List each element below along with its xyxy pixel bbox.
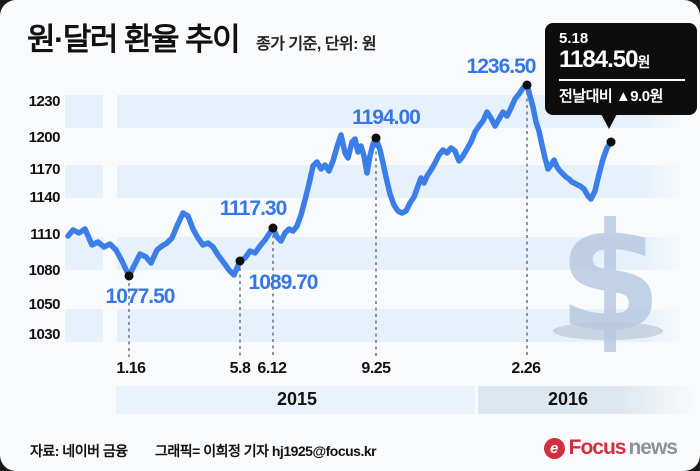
year-band-2015 — [116, 386, 475, 414]
x-tick-label: 2.26 — [511, 360, 541, 377]
x-tick-label: 5.8 — [229, 360, 251, 377]
callout-1117: 1117.30 — [219, 197, 288, 220]
x-tick-label: 1.16 — [116, 360, 146, 377]
callout-peak-1236: 1236.50 — [466, 55, 537, 78]
y-tick-label: 1230 — [28, 93, 61, 110]
data-point-dots — [124, 80, 616, 281]
tooltip-pointer — [600, 112, 618, 129]
y-tick-label: 1200 — [28, 129, 61, 146]
logo-text-focus: Focus — [568, 436, 627, 459]
focus-news-logo-icon: e — [543, 437, 565, 459]
tooltip-date: 5.18 — [559, 30, 589, 47]
year-label-2015: 2015 — [276, 389, 318, 409]
y-tick-label: 1110 — [30, 226, 60, 243]
rate-line-series — [65, 82, 614, 279]
data-source: 자료: 네이버 금융 — [30, 443, 128, 459]
year-label-2016: 2016 — [547, 389, 589, 409]
x-tick-label: 9.25 — [361, 360, 391, 377]
x-tick-label: 6.12 — [257, 360, 287, 377]
y-tick-label: 1170 — [29, 161, 60, 178]
y-tick-label: 1140 — [29, 189, 60, 206]
y-tick-label: 1080 — [28, 262, 61, 279]
dollar-watermark-icon: $ — [558, 192, 662, 366]
tooltip-value-unit: 원 — [637, 54, 650, 70]
graphic-credit: 그래픽= 이희정 기자 hj1925@focus.kr — [155, 443, 377, 459]
page-title: 원·달러 환율 추이 — [27, 22, 241, 57]
callout-low-1077: 1077.50 — [105, 285, 176, 308]
callout-1089: 1089.70 — [248, 271, 319, 294]
y-tick-label: 1050 — [28, 296, 61, 313]
tooltip-change: 전날대비 ▲9.0원 — [559, 88, 663, 105]
focus-news-logo: e Focus news — [543, 436, 678, 460]
y-tick-label: 1030 — [28, 326, 61, 343]
callout-1194: 1194.00 — [352, 106, 421, 129]
latest-value-tooltip: 5.18 1184.50원 전날대비 ▲9.0원 — [545, 23, 697, 115]
logo-text-news: news — [628, 436, 678, 459]
dollar-shadow — [553, 322, 663, 340]
dashed-guide-lines — [128, 92, 528, 357]
year-band-2016 — [478, 386, 700, 414]
tooltip-divider — [559, 79, 685, 81]
page-subtitle: 종가 기준, 단위: 원 — [256, 36, 377, 53]
tooltip-value: 1184.50원 — [559, 47, 685, 75]
tooltip-value-number: 1184.50 — [559, 46, 638, 73]
